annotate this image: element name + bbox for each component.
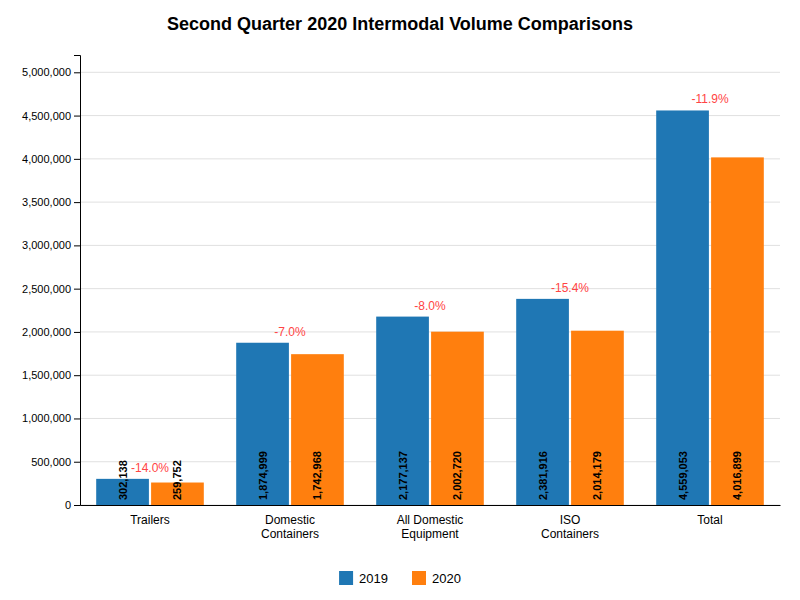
y-tick: 5,000,000 xyxy=(22,66,80,78)
y-tick: 500,000 xyxy=(31,456,80,468)
x-tick: All DomesticEquipment xyxy=(397,513,464,541)
y-tick: 2,500,000 xyxy=(22,283,80,295)
grid-line xyxy=(80,72,780,73)
x-tick-label-line: Domestic xyxy=(265,513,315,527)
x-tick-label-line: Containers xyxy=(261,527,319,541)
annotation: -7.0% xyxy=(274,325,306,339)
x-tick: Total xyxy=(697,513,722,527)
y-axis: 0 500,000 1,000,000 1,500,000 2,000,000 2,500… xyxy=(22,56,80,512)
y-tick: 2,000,000 xyxy=(22,326,80,338)
y-tick-mark xyxy=(74,245,80,246)
legend-item: 2020 xyxy=(412,571,461,586)
bar-series xyxy=(96,110,709,505)
bar xyxy=(516,299,569,505)
y-tick: 3,000,000 xyxy=(22,239,80,251)
data-label: 2,002,720 xyxy=(451,451,463,500)
y-tick-label: 5,000,000 xyxy=(22,66,71,78)
x-tick-label-line: Containers xyxy=(541,527,599,541)
bar xyxy=(571,331,624,505)
data-labels: 302,138 1,874,999 2,177,137 2,381,916 4,559,… xyxy=(117,451,744,500)
y-tick-label: 500,000 xyxy=(31,456,71,468)
data-label: 2,014,179 xyxy=(591,451,603,500)
x-tick: ISOContainers xyxy=(541,513,599,541)
data-label: 302,138 xyxy=(117,460,129,500)
y-tick-label: 1,000,000 xyxy=(22,412,71,424)
bar xyxy=(291,354,344,505)
y-tick: 1,000,000 xyxy=(22,412,80,424)
grid xyxy=(80,72,780,505)
x-tick-label: ISOContainers xyxy=(541,513,599,541)
annotation: -14.0% xyxy=(131,461,169,475)
y-tick: 4,500,000 xyxy=(22,110,80,122)
y-tick-label: 1,500,000 xyxy=(22,369,71,381)
data-label: 2,381,916 xyxy=(537,451,549,500)
x-tick-label: Total xyxy=(697,513,722,527)
data-label: 4,016,899 xyxy=(731,451,743,500)
y-tick-label: 3,500,000 xyxy=(22,196,71,208)
y-tick: 4,000,000 xyxy=(22,153,80,165)
y-tick-label: 2,500,000 xyxy=(22,283,71,295)
legend-label: 2019 xyxy=(359,571,388,586)
plot-area: 0 500,000 1,000,000 1,500,000 2,000,000 2,500… xyxy=(22,56,780,541)
y-tick-mark xyxy=(74,202,80,203)
data-label: 1,874,999 xyxy=(257,451,269,500)
y-tick-label: 2,000,000 xyxy=(22,326,71,338)
y-tick-mark xyxy=(74,159,80,160)
title: Second Quarter 2020 Intermodal Volume Co… xyxy=(167,14,633,34)
annotation: -11.9% xyxy=(691,92,728,106)
x-tick-label-line: Equipment xyxy=(401,527,459,541)
y-tick-mark xyxy=(74,505,80,506)
y-tick-label: 3,000,000 xyxy=(22,239,71,251)
bar-series xyxy=(151,157,764,505)
legend: 2019 2020 xyxy=(339,571,461,586)
y-tick-mark xyxy=(74,116,80,117)
bar xyxy=(376,317,429,505)
y-tick: 1,500,000 xyxy=(22,369,80,381)
data-label: 4,559,053 xyxy=(677,451,689,500)
legend-swatch xyxy=(339,571,353,585)
y-tick-label: 4,000,000 xyxy=(22,153,71,165)
y-tick-mark xyxy=(74,72,80,73)
data-label: 259,752 xyxy=(171,460,183,500)
bars xyxy=(96,110,764,505)
x-tick-label-line: Total xyxy=(697,513,722,527)
annotations: -14.0% -7.0% -8.0% -15.4% -11.9% xyxy=(131,92,729,474)
x-tick-label-line: All Domestic xyxy=(397,513,464,527)
y-tick-mark xyxy=(74,289,80,290)
data-label: 1,742,968 xyxy=(311,451,323,500)
annotation: -8.0% xyxy=(414,299,446,313)
chart: 0 500,000 1,000,000 1,500,000 2,000,000 2,500… xyxy=(0,0,800,600)
x-tick-label: DomesticContainers xyxy=(261,513,319,541)
y-axis-line xyxy=(74,56,81,506)
data-label: 2,177,137 xyxy=(397,451,409,500)
x-axis-line xyxy=(81,505,781,506)
y-tick-mark xyxy=(74,375,80,376)
bar xyxy=(236,343,289,505)
legend-swatch xyxy=(412,571,426,585)
bar xyxy=(656,110,709,505)
x-tick: DomesticContainers xyxy=(261,513,319,541)
legend-item: 2019 xyxy=(339,571,388,586)
y-tick-label: 4,500,000 xyxy=(22,110,71,122)
x-tick-label: Trailers xyxy=(130,513,170,527)
x-tick-label: All DomesticEquipment xyxy=(397,513,464,541)
y-tick-mark xyxy=(74,462,80,463)
x-tick-label-line: ISO xyxy=(560,513,581,527)
legend-label: 2020 xyxy=(432,571,461,586)
bar xyxy=(431,332,484,505)
x-tick-label-line: Trailers xyxy=(130,513,170,527)
y-tick-label: 0 xyxy=(65,499,71,511)
x-tick: Trailers xyxy=(130,513,170,527)
y-tick-mark xyxy=(74,418,80,419)
y-tick-mark xyxy=(74,332,80,333)
x-axis: TrailersDomesticContainersAll DomesticEq… xyxy=(81,506,781,541)
annotation: -15.4% xyxy=(551,281,589,295)
bar xyxy=(711,157,764,505)
y-tick: 0 xyxy=(65,499,80,511)
y-tick: 3,500,000 xyxy=(22,196,80,208)
